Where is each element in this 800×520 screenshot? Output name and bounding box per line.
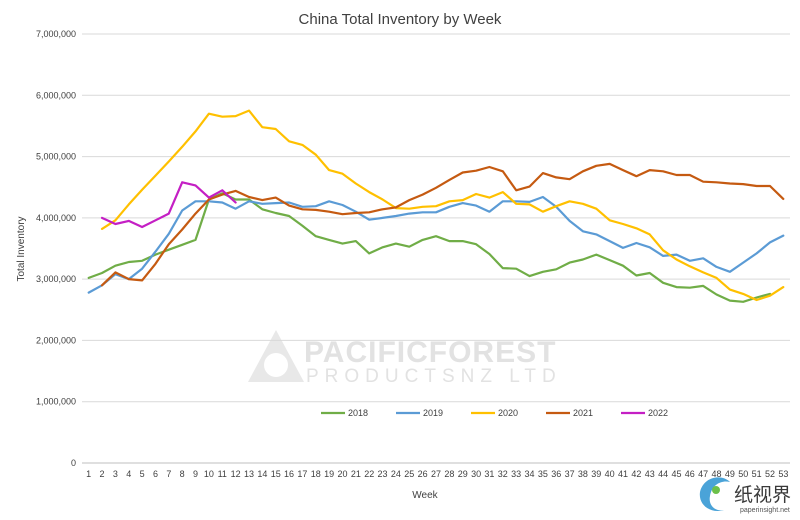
x-tick-label: 1 (86, 469, 91, 479)
x-tick-label: 47 (698, 469, 708, 479)
x-tick-label: 13 (244, 469, 254, 479)
gridlines (82, 33, 790, 464)
brand-name: 纸视界 (734, 484, 791, 506)
x-tick-label: 41 (618, 469, 628, 479)
x-tick-label: 38 (578, 469, 588, 479)
legend-label: 2019 (423, 408, 443, 418)
x-tick-label: 23 (378, 469, 388, 479)
x-tick-label: 45 (671, 469, 681, 479)
brand-url: paperinsight.net (740, 507, 790, 514)
series-line-2019 (87, 195, 785, 294)
x-tick-label: 21 (351, 469, 361, 479)
x-tick-label: 10 (204, 469, 214, 479)
x-tick-label: 33 (511, 469, 521, 479)
legend-item-2019: 2019 (396, 408, 443, 418)
x-tick-label: 49 (725, 469, 735, 479)
x-tick-label: 6 (153, 469, 158, 479)
x-tick-label: 37 (565, 469, 575, 479)
x-tick-label: 17 (297, 469, 307, 479)
x-tick-label: 11 (218, 469, 227, 479)
legend: 2018 2019 2020 2021 2022 (321, 408, 668, 418)
x-tick-label: 28 (444, 469, 454, 479)
y-tick-label: 1,000,000 (36, 397, 76, 407)
x-tick-label: 35 (538, 469, 548, 479)
legend-item-2020: 2020 (471, 408, 518, 418)
watermark-circle-icon (264, 353, 288, 377)
x-tick-label: 26 (418, 469, 428, 479)
y-axis-title: Total Inventory (16, 216, 27, 281)
x-tick-label: 43 (645, 469, 655, 479)
legend-label: 2018 (348, 408, 368, 418)
y-tick-label: 4,000,000 (36, 213, 76, 223)
x-tick-label: 7 (166, 469, 171, 479)
x-tick-label: 5 (140, 469, 145, 479)
x-tick-label: 4 (126, 469, 131, 479)
x-tick-label: 20 (337, 469, 347, 479)
series-line-2021 (100, 162, 785, 287)
chart-title: China Total Inventory by Week (299, 11, 502, 28)
y-tick-label: 6,000,000 (36, 90, 76, 100)
x-tick-label: 36 (551, 469, 561, 479)
x-tick-label: 32 (498, 469, 508, 479)
x-tick-label: 18 (311, 469, 321, 479)
x-tick-label: 31 (484, 469, 494, 479)
watermark-logo: PACIFICFOREST PRODUCTSNZ LTD (248, 330, 562, 387)
y-axis-ticks: 0 1,000,000 2,000,000 3,000,000 4,000,000 5,0… (36, 29, 76, 468)
x-tick-label: 15 (271, 469, 281, 479)
legend-item-2021: 2021 (546, 408, 593, 418)
series-line-2018 (87, 192, 772, 303)
x-tick-label: 53 (778, 469, 788, 479)
x-tick-label: 50 (738, 469, 748, 479)
x-tick-label: 8 (180, 469, 185, 479)
y-tick-label: 2,000,000 (36, 335, 76, 345)
x-tick-label: 39 (591, 469, 601, 479)
x-tick-label: 22 (364, 469, 374, 479)
x-tick-label: 40 (605, 469, 615, 479)
x-tick-label: 14 (257, 469, 267, 479)
x-axis-ticks: 1 2 3 4 5 6 7 8 9 10 11 12 13 14 15 16 17 18 19 20 21 22 23 24 2… (86, 469, 788, 479)
legend-label: 2020 (498, 408, 518, 418)
x-tick-label: 29 (458, 469, 468, 479)
y-tick-label: 5,000,000 (36, 152, 76, 162)
x-tick-label: 51 (752, 469, 762, 479)
watermark-line-2: PRODUCTSNZ LTD (306, 366, 562, 387)
y-tick-label: 0 (71, 458, 76, 468)
x-tick-label: 44 (658, 469, 668, 479)
x-tick-label: 2 (100, 469, 105, 479)
legend-item-2018: 2018 (321, 408, 368, 418)
x-tick-label: 9 (193, 469, 198, 479)
brand-dot-icon (712, 486, 720, 494)
x-tick-label: 30 (471, 469, 481, 479)
x-tick-label: 52 (765, 469, 775, 479)
y-tick-label: 7,000,000 (36, 29, 76, 39)
series-line-2020 (100, 109, 785, 302)
x-tick-label: 34 (525, 469, 535, 479)
watermark-line-1: PACIFICFOREST (304, 336, 556, 369)
y-tick-label: 3,000,000 (36, 274, 76, 284)
series-lines (87, 109, 785, 303)
x-tick-label: 16 (284, 469, 294, 479)
x-tick-label: 42 (631, 469, 641, 479)
x-axis-title: Week (412, 490, 438, 501)
x-tick-label: 46 (685, 469, 695, 479)
x-tick-label: 19 (324, 469, 334, 479)
legend-label: 2021 (573, 408, 593, 418)
x-tick-label: 25 (404, 469, 414, 479)
x-tick-label: 12 (231, 469, 241, 479)
x-tick-label: 27 (431, 469, 441, 479)
x-tick-label: 48 (712, 469, 722, 479)
x-tick-label: 24 (391, 469, 401, 479)
brand-swoosh-icon (699, 477, 730, 512)
series-line-2022 (100, 181, 237, 229)
legend-item-2022: 2022 (621, 408, 668, 418)
brand-logo: 纸视界 paperinsight.net (699, 477, 791, 514)
x-tick-label: 3 (113, 469, 118, 479)
legend-label: 2022 (648, 408, 668, 418)
